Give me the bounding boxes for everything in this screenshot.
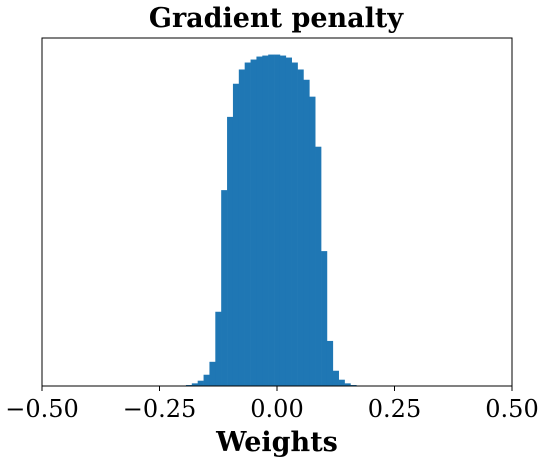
histogram-bar [285,57,292,387]
histogram-bar [315,146,322,386]
histogram-bar [268,54,275,386]
histogram-bar [215,311,222,386]
histogram-bar [203,374,210,386]
x-axis-label: Weights [215,427,338,458]
histogram-bar [227,116,234,386]
histogram-bar [297,69,304,387]
x-tick-label: 0.00 [250,395,303,423]
x-tick-label: 0.25 [368,395,421,423]
histogram-bar [244,62,251,386]
histogram-bar [274,54,281,386]
histogram-bar [232,83,240,387]
histogram-bar [309,96,316,386]
histogram-bar [321,251,328,386]
histogram-bar [197,380,204,386]
histogram-bar [191,383,198,386]
x-axis-ticks: −0.50 −0.25 0.00 0.25 0.50 [5,386,539,423]
histogram-bar [279,55,287,386]
x-tick-label: −0.25 [123,395,197,423]
histogram-bar [326,340,334,386]
histogram-bar [344,383,351,386]
histogram-bar [332,370,339,386]
histogram-bar [291,62,298,386]
x-tick-label: 0.50 [485,395,538,423]
histogram-bar [221,190,228,386]
histogram-bar [238,69,245,387]
histogram-bar [256,56,263,387]
x-tick-label: −0.50 [5,395,79,423]
histogram-bar [303,79,310,386]
histogram-bar [262,55,269,386]
chart-title: Gradient penalty [149,3,405,34]
histogram-bar [209,361,216,386]
histogram-bars [185,54,357,387]
histogram-bar [250,59,257,386]
histogram-bar [338,379,345,386]
